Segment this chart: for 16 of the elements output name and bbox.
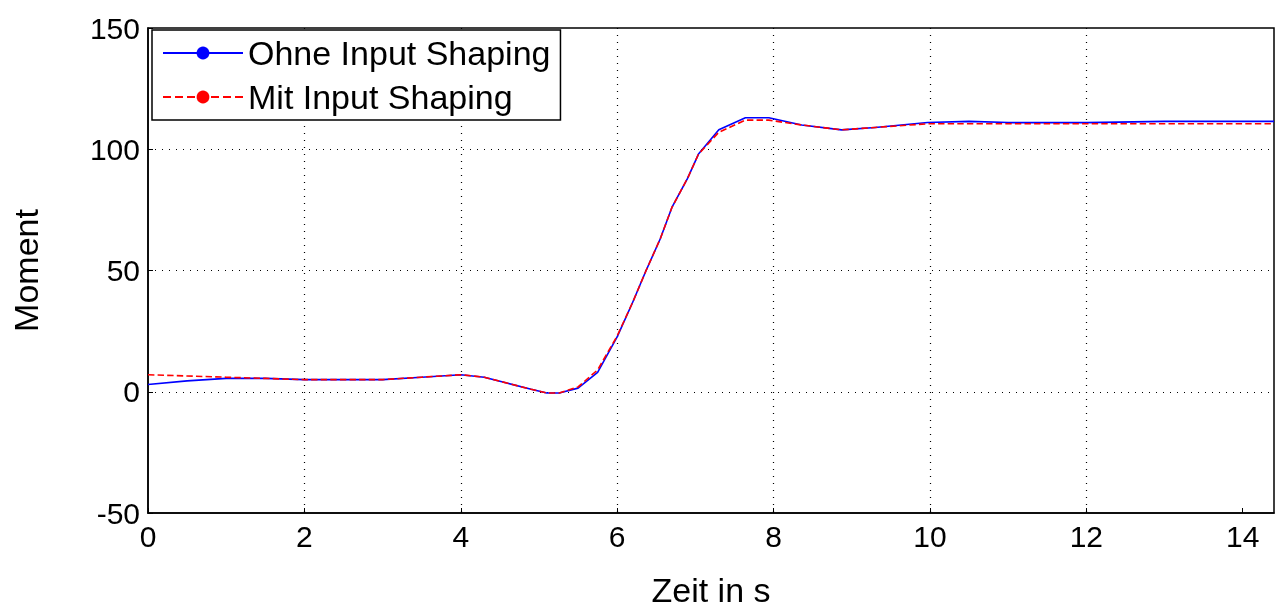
x-tick-label: 8 <box>765 519 782 553</box>
y-tick-label: 100 <box>89 132 140 166</box>
x-axis-title: Zeit in s <box>651 571 771 609</box>
y-tick-label: 0 <box>123 375 140 409</box>
legend-label: Mit Input Shaping <box>248 78 513 116</box>
y-tick-label: 50 <box>106 254 140 287</box>
x-tick-label: 12 <box>1069 519 1104 553</box>
x-tick-label: 4 <box>452 519 470 553</box>
y-tick-label: -50 <box>96 496 140 530</box>
legend-label: Ohne Input Shaping <box>248 34 551 72</box>
x-tick-label: 14 <box>1226 519 1260 553</box>
x-tick-label: 2 <box>296 519 313 553</box>
x-tick-label: 10 <box>913 519 947 553</box>
y-axis-title: Moment <box>7 208 45 332</box>
x-tick-label: 6 <box>608 519 626 553</box>
y-tick-label: 150 <box>89 11 140 45</box>
